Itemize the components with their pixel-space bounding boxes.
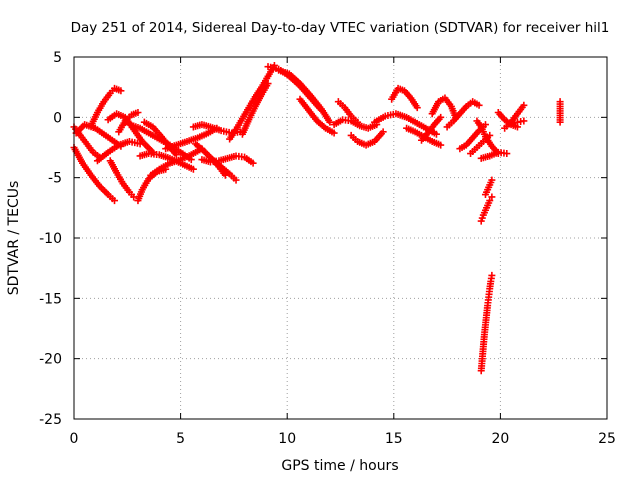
series-arc-43 — [557, 98, 564, 126]
series-arc-4 — [88, 85, 125, 129]
x-tick-label: 0 — [70, 431, 79, 447]
series-arc-36 — [478, 149, 511, 162]
series-arc-20 — [239, 80, 272, 138]
series-arc-26 — [348, 128, 387, 148]
y-tick-label: 0 — [53, 110, 62, 126]
x-tick-label: 15 — [385, 431, 403, 447]
series-arc-21 — [265, 63, 325, 113]
y-tick-label: -15 — [39, 291, 62, 307]
y-tick-label: -25 — [39, 412, 62, 428]
x-axis-label: GPS time / hours — [281, 458, 398, 474]
series-arc-38 — [478, 193, 496, 224]
chart-title: Day 251 of 2014, Sidereal Day-to-day VTE… — [71, 20, 610, 36]
y-tick-label: -5 — [48, 171, 62, 187]
data-points — [71, 62, 564, 374]
series-arc-6 — [94, 138, 144, 164]
y-tick-label: 5 — [53, 50, 62, 66]
y-tick-label: -20 — [39, 352, 62, 368]
x-tick-label: 10 — [278, 431, 296, 447]
y-axis-label: SDTVAR / TECUs — [6, 181, 22, 296]
y-tick-label: -10 — [39, 231, 62, 247]
series-arc-37 — [482, 177, 495, 198]
series-arc-28 — [388, 85, 421, 111]
grid-lines — [74, 57, 607, 419]
plot-frame — [74, 57, 607, 419]
sdtvar-scatter-chart: Day 251 of 2014, Sidereal Day-to-day VTE… — [0, 0, 640, 480]
series-arc-19 — [226, 62, 278, 143]
x-tick-label: 5 — [176, 431, 185, 447]
axis-ticks: 0 5 10 15 20 25 5 0 -5 -10 -15 -20 -25 — [39, 50, 616, 447]
x-tick-label: 20 — [491, 431, 509, 447]
x-tick-label: 25 — [598, 431, 616, 447]
